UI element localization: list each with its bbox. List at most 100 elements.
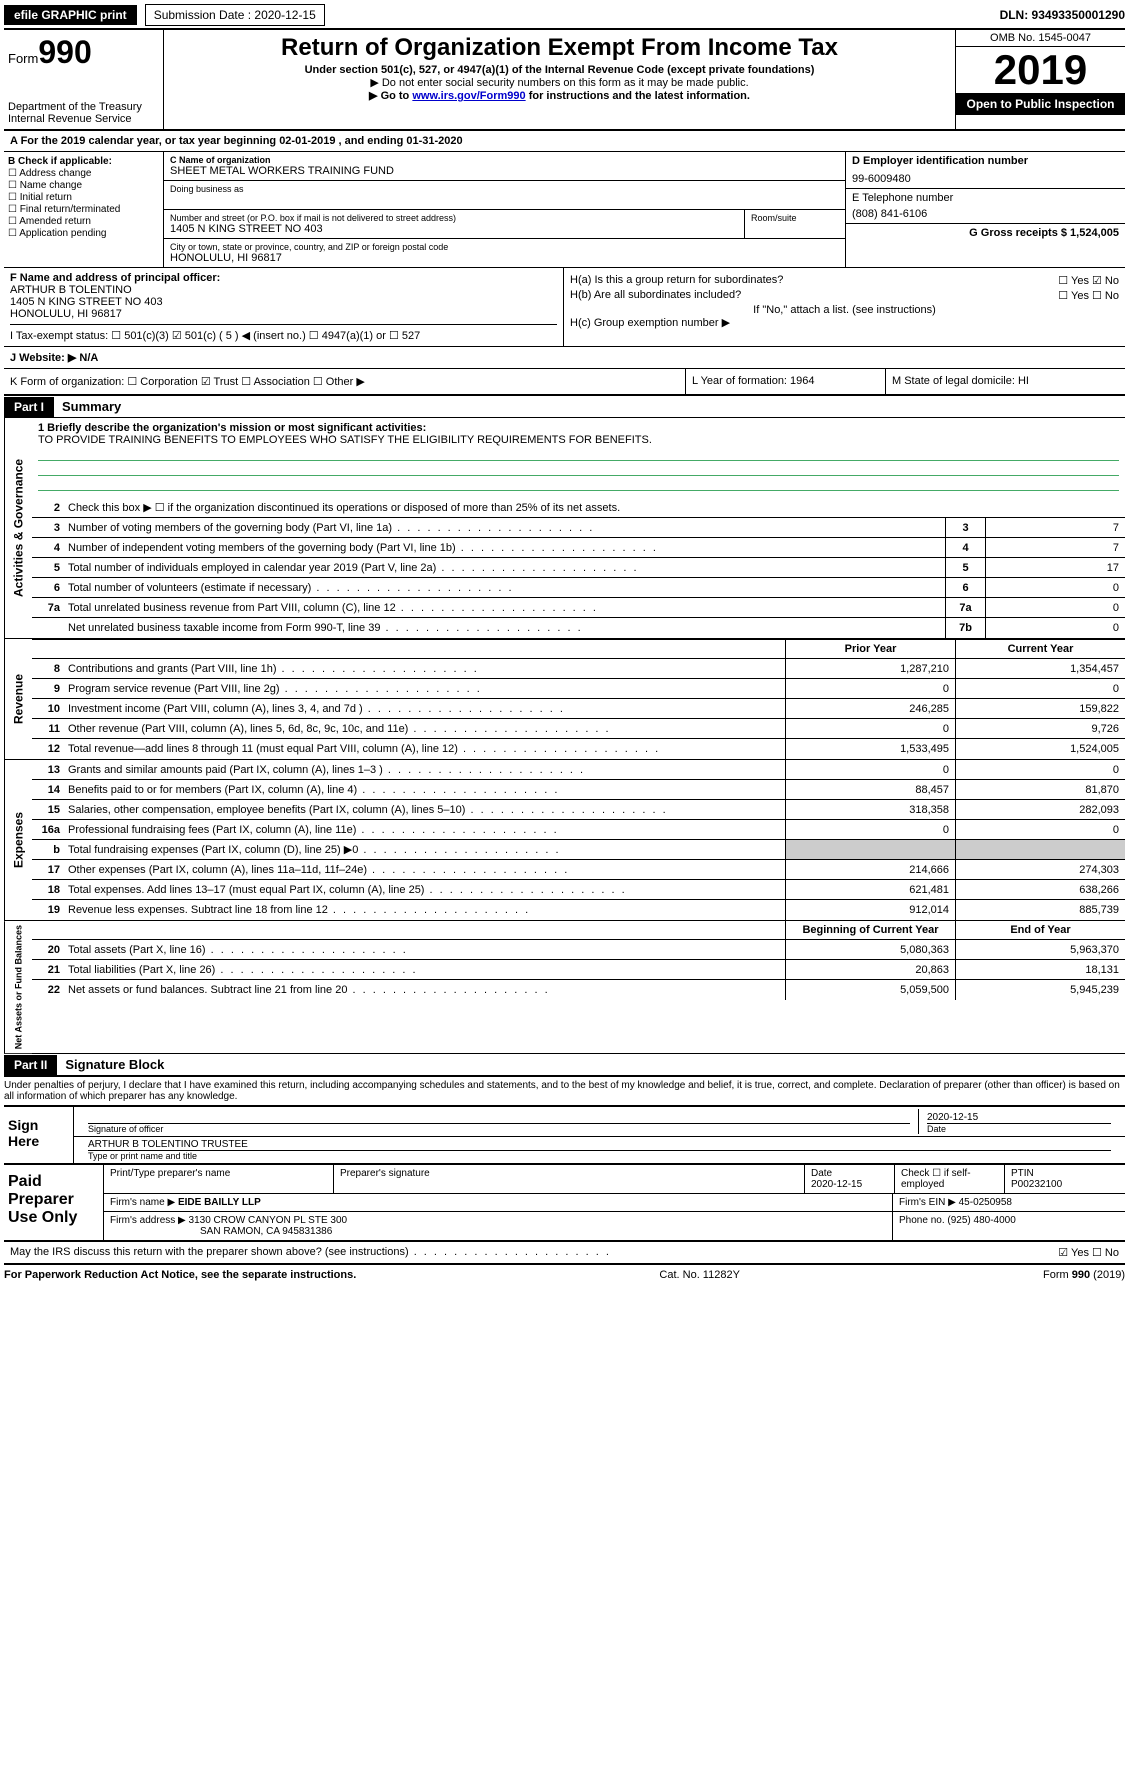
- efile-button[interactable]: efile GRAPHIC print: [4, 5, 137, 25]
- firm-phone-label: Phone no.: [899, 1215, 945, 1226]
- ssn-note: ▶ Do not enter social security numbers o…: [172, 76, 947, 89]
- mission-label: 1 Briefly describe the organization's mi…: [38, 422, 426, 434]
- form-footer: For Paperwork Reduction Act Notice, see …: [4, 1265, 1125, 1285]
- city-label: City or town, state or province, country…: [170, 242, 839, 252]
- table-row: 14Benefits paid to or for members (Part …: [32, 780, 1125, 800]
- discuss-answer[interactable]: ☑ Yes ☐ No: [1058, 1246, 1119, 1259]
- tax-year: 2019: [956, 47, 1125, 93]
- preparer-name-label: Print/Type preparer's name: [104, 1165, 334, 1193]
- form-number: 990: [38, 34, 91, 70]
- footer-right: Form 990 (2019): [1043, 1269, 1125, 1281]
- box-c: C Name of organization SHEET METAL WORKE…: [164, 152, 845, 267]
- chk-initial[interactable]: ☐ Initial return: [8, 192, 159, 203]
- ein-label: D Employer identification number: [852, 155, 1028, 167]
- footer-mid: Cat. No. 11282Y: [659, 1269, 740, 1281]
- row-fgh: F Name and address of principal officer:…: [4, 268, 1125, 347]
- entity-block: B Check if applicable: ☐ Address change …: [4, 152, 1125, 268]
- irs-link[interactable]: www.irs.gov/Form990: [412, 90, 525, 102]
- h-b-answer[interactable]: ☐ Yes ☐ No: [1058, 289, 1119, 302]
- chk-amended[interactable]: ☐ Amended return: [8, 216, 159, 227]
- tax-exempt-status: I Tax-exempt status: ☐ 501(c)(3) ☑ 501(c…: [10, 324, 557, 342]
- revenue-section: Revenue Prior Year Current Year 8Contrib…: [4, 639, 1125, 759]
- h-b-label: H(b) Are all subordinates included?: [570, 289, 741, 302]
- firm-ein: 45-0250958: [959, 1197, 1012, 1208]
- part2-num: Part II: [4, 1055, 57, 1075]
- net-assets-section: Net Assets or Fund Balances Beginning of…: [4, 920, 1125, 1054]
- org-name-label: C Name of organization: [170, 155, 271, 165]
- table-row: bTotal fundraising expenses (Part IX, co…: [32, 840, 1125, 860]
- governance-section: Activities & Governance 1 Briefly descri…: [4, 418, 1125, 639]
- form-title: Return of Organization Exempt From Incom…: [172, 34, 947, 62]
- firm-ein-label: Firm's EIN ▶: [899, 1197, 956, 1208]
- part2-header: Part II Signature Block: [4, 1054, 1125, 1076]
- box-f: F Name and address of principal officer:…: [4, 268, 564, 346]
- paid-title: Paid Preparer Use Only: [4, 1165, 104, 1240]
- officer-addr: 1405 N KING STREET NO 403: [10, 296, 557, 308]
- table-row: 16aProfessional fundraising fees (Part I…: [32, 820, 1125, 840]
- table-row: 22Net assets or fund balances. Subtract …: [32, 980, 1125, 1000]
- phone-value: (808) 841-6106: [852, 208, 1119, 220]
- chk-final[interactable]: ☐ Final return/terminated: [8, 204, 159, 215]
- officer-city: HONOLULU, HI 96817: [10, 308, 557, 320]
- chk-pending[interactable]: ☐ Application pending: [8, 228, 159, 239]
- table-row: Net unrelated business taxable income fr…: [32, 618, 1125, 638]
- hdr-prior: Prior Year: [785, 640, 955, 658]
- mission-text: TO PROVIDE TRAINING BENEFITS TO EMPLOYEE…: [38, 434, 1119, 446]
- addr-label: Number and street (or P.O. box if mail i…: [170, 213, 738, 223]
- line-a: A For the 2019 calendar year, or tax yea…: [4, 131, 1125, 152]
- phone-label: E Telephone number: [852, 192, 1119, 204]
- table-row: 12Total revenue—add lines 8 through 11 (…: [32, 739, 1125, 759]
- signature-block: Sign Here Signature of officer 2020-12-1…: [4, 1105, 1125, 1165]
- table-row: 3Number of voting members of the governi…: [32, 518, 1125, 538]
- part1-num: Part I: [4, 397, 54, 417]
- dba-label: Doing business as: [170, 184, 839, 194]
- prep-date-label: Date: [811, 1168, 832, 1179]
- gross-receipts: G Gross receipts $ 1,524,005: [969, 227, 1119, 239]
- submission-date: Submission Date : 2020-12-15: [145, 4, 325, 26]
- box-h: H(a) Is this a group return for subordin…: [564, 268, 1125, 346]
- form-prefix: Form: [8, 51, 38, 66]
- sig-name-label: Type or print name and title: [88, 1150, 1111, 1161]
- h-a-answer[interactable]: ☐ Yes ☑ No: [1058, 274, 1119, 287]
- table-row: 5Total number of individuals employed in…: [32, 558, 1125, 578]
- sig-date: 2020-12-15: [927, 1112, 1111, 1123]
- chk-name[interactable]: ☐ Name change: [8, 180, 159, 191]
- firm-label: Firm's name ▶: [110, 1197, 175, 1208]
- h-a-label: H(a) Is this a group return for subordin…: [570, 274, 783, 287]
- table-row: 17Other expenses (Part IX, column (A), l…: [32, 860, 1125, 880]
- self-employed[interactable]: Check ☐ if self-employed: [895, 1165, 1005, 1193]
- hdr-current: Current Year: [955, 640, 1125, 658]
- footer-left: For Paperwork Reduction Act Notice, see …: [4, 1269, 356, 1281]
- goto-post: for instructions and the latest informat…: [526, 90, 750, 102]
- table-row: 21Total liabilities (Part X, line 26)20,…: [32, 960, 1125, 980]
- form-header: Form990 Department of the Treasury Inter…: [4, 30, 1125, 131]
- box-l: L Year of formation: 1964: [685, 369, 885, 394]
- table-row: 6Total number of volunteers (estimate if…: [32, 578, 1125, 598]
- form-subtitle: Under section 501(c), 527, or 4947(a)(1)…: [172, 64, 947, 76]
- h-c-label: H(c) Group exemption number ▶: [570, 316, 1119, 329]
- box-b-label: B Check if applicable:: [8, 156, 112, 167]
- box-j: J Website: ▶ N/A: [4, 347, 1125, 369]
- officer-label: F Name and address of principal officer:: [10, 272, 220, 284]
- chk-address[interactable]: ☐ Address change: [8, 168, 159, 179]
- side-net: Net Assets or Fund Balances: [4, 921, 32, 1053]
- officer-name: ARTHUR B TOLENTINO: [10, 284, 557, 296]
- table-row: 8Contributions and grants (Part VIII, li…: [32, 659, 1125, 679]
- firm-addr-label: Firm's address ▶: [110, 1215, 186, 1226]
- top-bar: efile GRAPHIC print Submission Date : 20…: [4, 4, 1125, 30]
- sig-officer-label: Signature of officer: [88, 1123, 910, 1134]
- side-governance: Activities & Governance: [4, 418, 32, 638]
- ptin: P00232100: [1011, 1179, 1062, 1190]
- sig-date-label: Date: [927, 1123, 1111, 1134]
- table-row: 10Investment income (Part VIII, column (…: [32, 699, 1125, 719]
- table-row: 4Number of independent voting members of…: [32, 538, 1125, 558]
- open-public-badge: Open to Public Inspection: [956, 93, 1125, 115]
- preparer-sig-label: Preparer's signature: [334, 1165, 805, 1193]
- table-row: 20Total assets (Part X, line 16)5,080,36…: [32, 940, 1125, 960]
- firm-addr1: 3130 CROW CANYON PL STE 300: [189, 1215, 348, 1226]
- side-revenue: Revenue: [4, 639, 32, 759]
- box-m: M State of legal domicile: HI: [885, 369, 1125, 394]
- firm-addr2: SAN RAMON, CA 945831386: [200, 1226, 332, 1237]
- table-row: 11Other revenue (Part VIII, column (A), …: [32, 719, 1125, 739]
- part1-title: Summary: [54, 396, 129, 417]
